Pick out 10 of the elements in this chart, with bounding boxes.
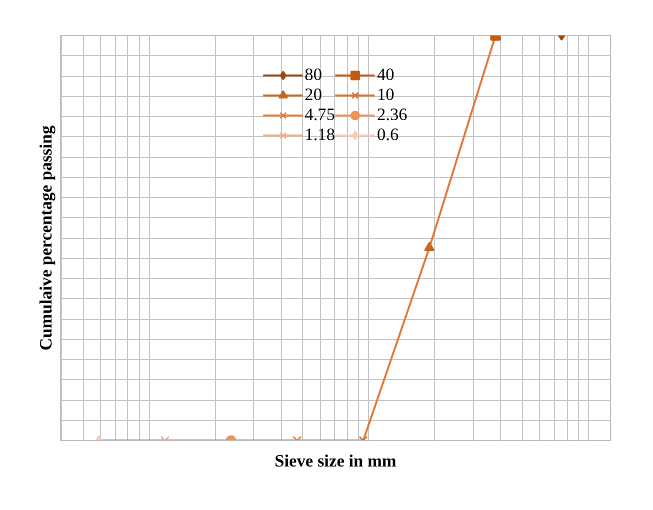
legend-label: 4.75 xyxy=(304,105,335,125)
x-axis-title: Sieve size in mm xyxy=(274,452,397,470)
legend-label: 80 xyxy=(304,65,323,85)
legend-label: 40 xyxy=(377,65,396,85)
legend-label: 1.18 xyxy=(304,125,335,145)
legend-label: 0.6 xyxy=(377,125,399,145)
y-axis-title: Cumulaive percentage passing xyxy=(36,125,56,350)
legend-label: 20 xyxy=(304,85,323,105)
legend-label: 10 xyxy=(377,85,396,105)
legend-label: 2.36 xyxy=(377,105,408,125)
